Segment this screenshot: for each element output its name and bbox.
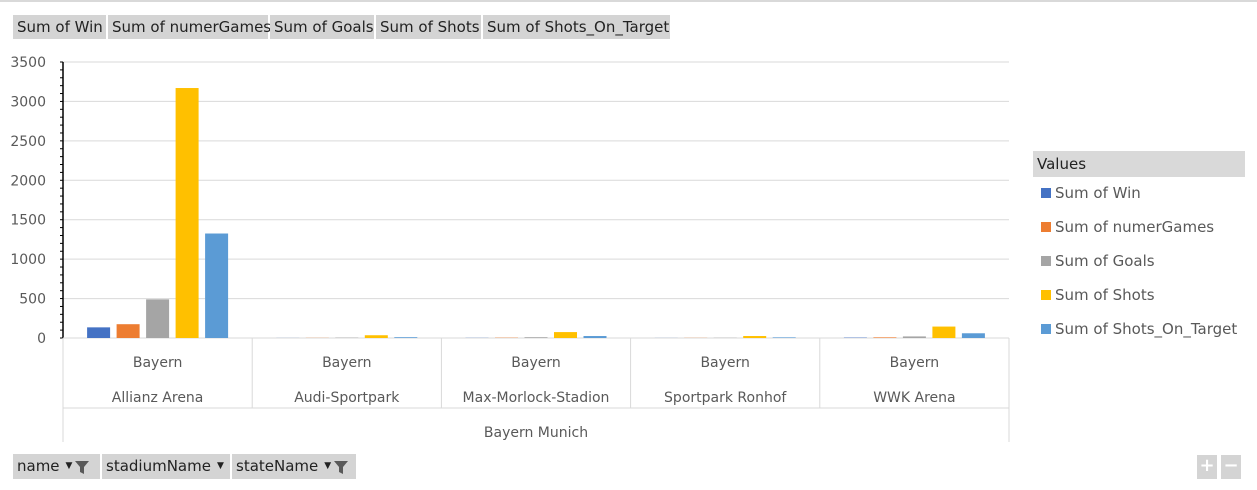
legend-swatch — [1041, 221, 1051, 232]
legend-swatch — [1041, 289, 1051, 300]
legend-item: Sum of Goals — [1041, 252, 1155, 270]
zoom-in-button[interactable]: + — [1197, 455, 1217, 479]
top-border — [0, 0, 1257, 2]
bar — [146, 299, 170, 338]
y-tick-label: 500 — [19, 292, 46, 308]
x-tick-label-stadium: Allianz Arena — [112, 390, 204, 406]
bar — [961, 333, 985, 338]
bar — [524, 337, 548, 338]
x-tick-label-name: Bayern — [700, 355, 749, 371]
y-tick-label: 1500 — [10, 213, 46, 229]
legend-item: Sum of numerGames — [1041, 218, 1214, 236]
x-tick-label-name: Bayern — [511, 355, 560, 371]
axis-field-label: name — [17, 457, 60, 475]
bar — [583, 336, 607, 338]
value-field-button[interactable]: Sum of Shots_On_Target — [483, 15, 671, 39]
bar — [743, 336, 767, 338]
x-tick-label-name: Bayern — [890, 355, 939, 371]
y-tick-label: 2000 — [10, 173, 46, 189]
x-tick-label-name: Bayern — [322, 355, 371, 371]
bar — [902, 336, 926, 338]
axis-field-label: stateName — [236, 457, 319, 475]
dropdown-arrow-icon[interactable]: ▼ — [65, 461, 73, 471]
legend-label: Sum of Shots — [1055, 286, 1155, 304]
legend-label: Sum of Shots_On_Target — [1055, 320, 1238, 338]
legend-label: Sum of Win — [1055, 184, 1141, 202]
value-field-button[interactable]: Sum of Win — [13, 15, 107, 39]
legend-item: Sum of Shots_On_Target — [1041, 320, 1237, 338]
y-tick-label: 3500 — [10, 55, 46, 71]
bar — [873, 337, 897, 338]
x-tick-label-stadium: WWK Arena — [873, 390, 955, 406]
legend-label: Sum of numerGames — [1055, 218, 1215, 236]
x-group-label: Bayern Munich — [484, 425, 588, 441]
legend-item: Sum of Shots — [1041, 286, 1155, 304]
y-tick-label: 0 — [37, 331, 46, 347]
filter-icon — [75, 460, 90, 474]
value-field-button[interactable]: Sum of Goals — [270, 15, 375, 39]
axis-field-label: stadiumName — [106, 457, 211, 475]
x-tick-label-stadium: Audi-Sportpark — [294, 390, 400, 406]
dropdown-arrow-icon[interactable]: ▼ — [216, 461, 224, 471]
x-tick-label-name: Bayern — [133, 355, 182, 371]
zoom-out-button[interactable]: − — [1221, 455, 1241, 479]
legend-swatch — [1041, 323, 1051, 334]
bar — [932, 326, 956, 338]
filter-icon — [334, 460, 349, 474]
x-tick-label-stadium: Max-Morlock-Stadion — [463, 390, 610, 406]
y-tick-label: 3000 — [10, 94, 46, 110]
bar — [205, 233, 229, 338]
bar — [772, 337, 796, 338]
bar — [116, 324, 140, 338]
axis-field-button-stateName[interactable]: stateName ▼ — [232, 454, 356, 479]
axis-field-button-name[interactable]: name ▼ — [13, 454, 100, 479]
value-field-button[interactable]: Sum of Shots — [376, 15, 482, 39]
bar — [394, 337, 418, 338]
x-tick-label-stadium: Sportpark Ronhof — [664, 390, 787, 406]
legend-title: Values — [1033, 151, 1245, 177]
dropdown-arrow-icon[interactable]: ▼ — [324, 461, 332, 471]
value-field-button[interactable]: Sum of numerGames — [108, 15, 271, 39]
y-tick-label: 2500 — [10, 134, 46, 150]
bar — [87, 327, 111, 338]
legend-swatch — [1041, 187, 1051, 198]
legend-swatch — [1041, 255, 1051, 266]
bar — [554, 332, 577, 338]
bar — [364, 335, 388, 338]
bar — [175, 88, 199, 338]
axis-field-button-stadiumName[interactable]: stadiumName ▼ — [102, 454, 230, 479]
y-tick-label: 1000 — [10, 252, 46, 268]
legend-label: Sum of Goals — [1055, 252, 1155, 270]
legend-item: Sum of Win — [1041, 184, 1141, 202]
